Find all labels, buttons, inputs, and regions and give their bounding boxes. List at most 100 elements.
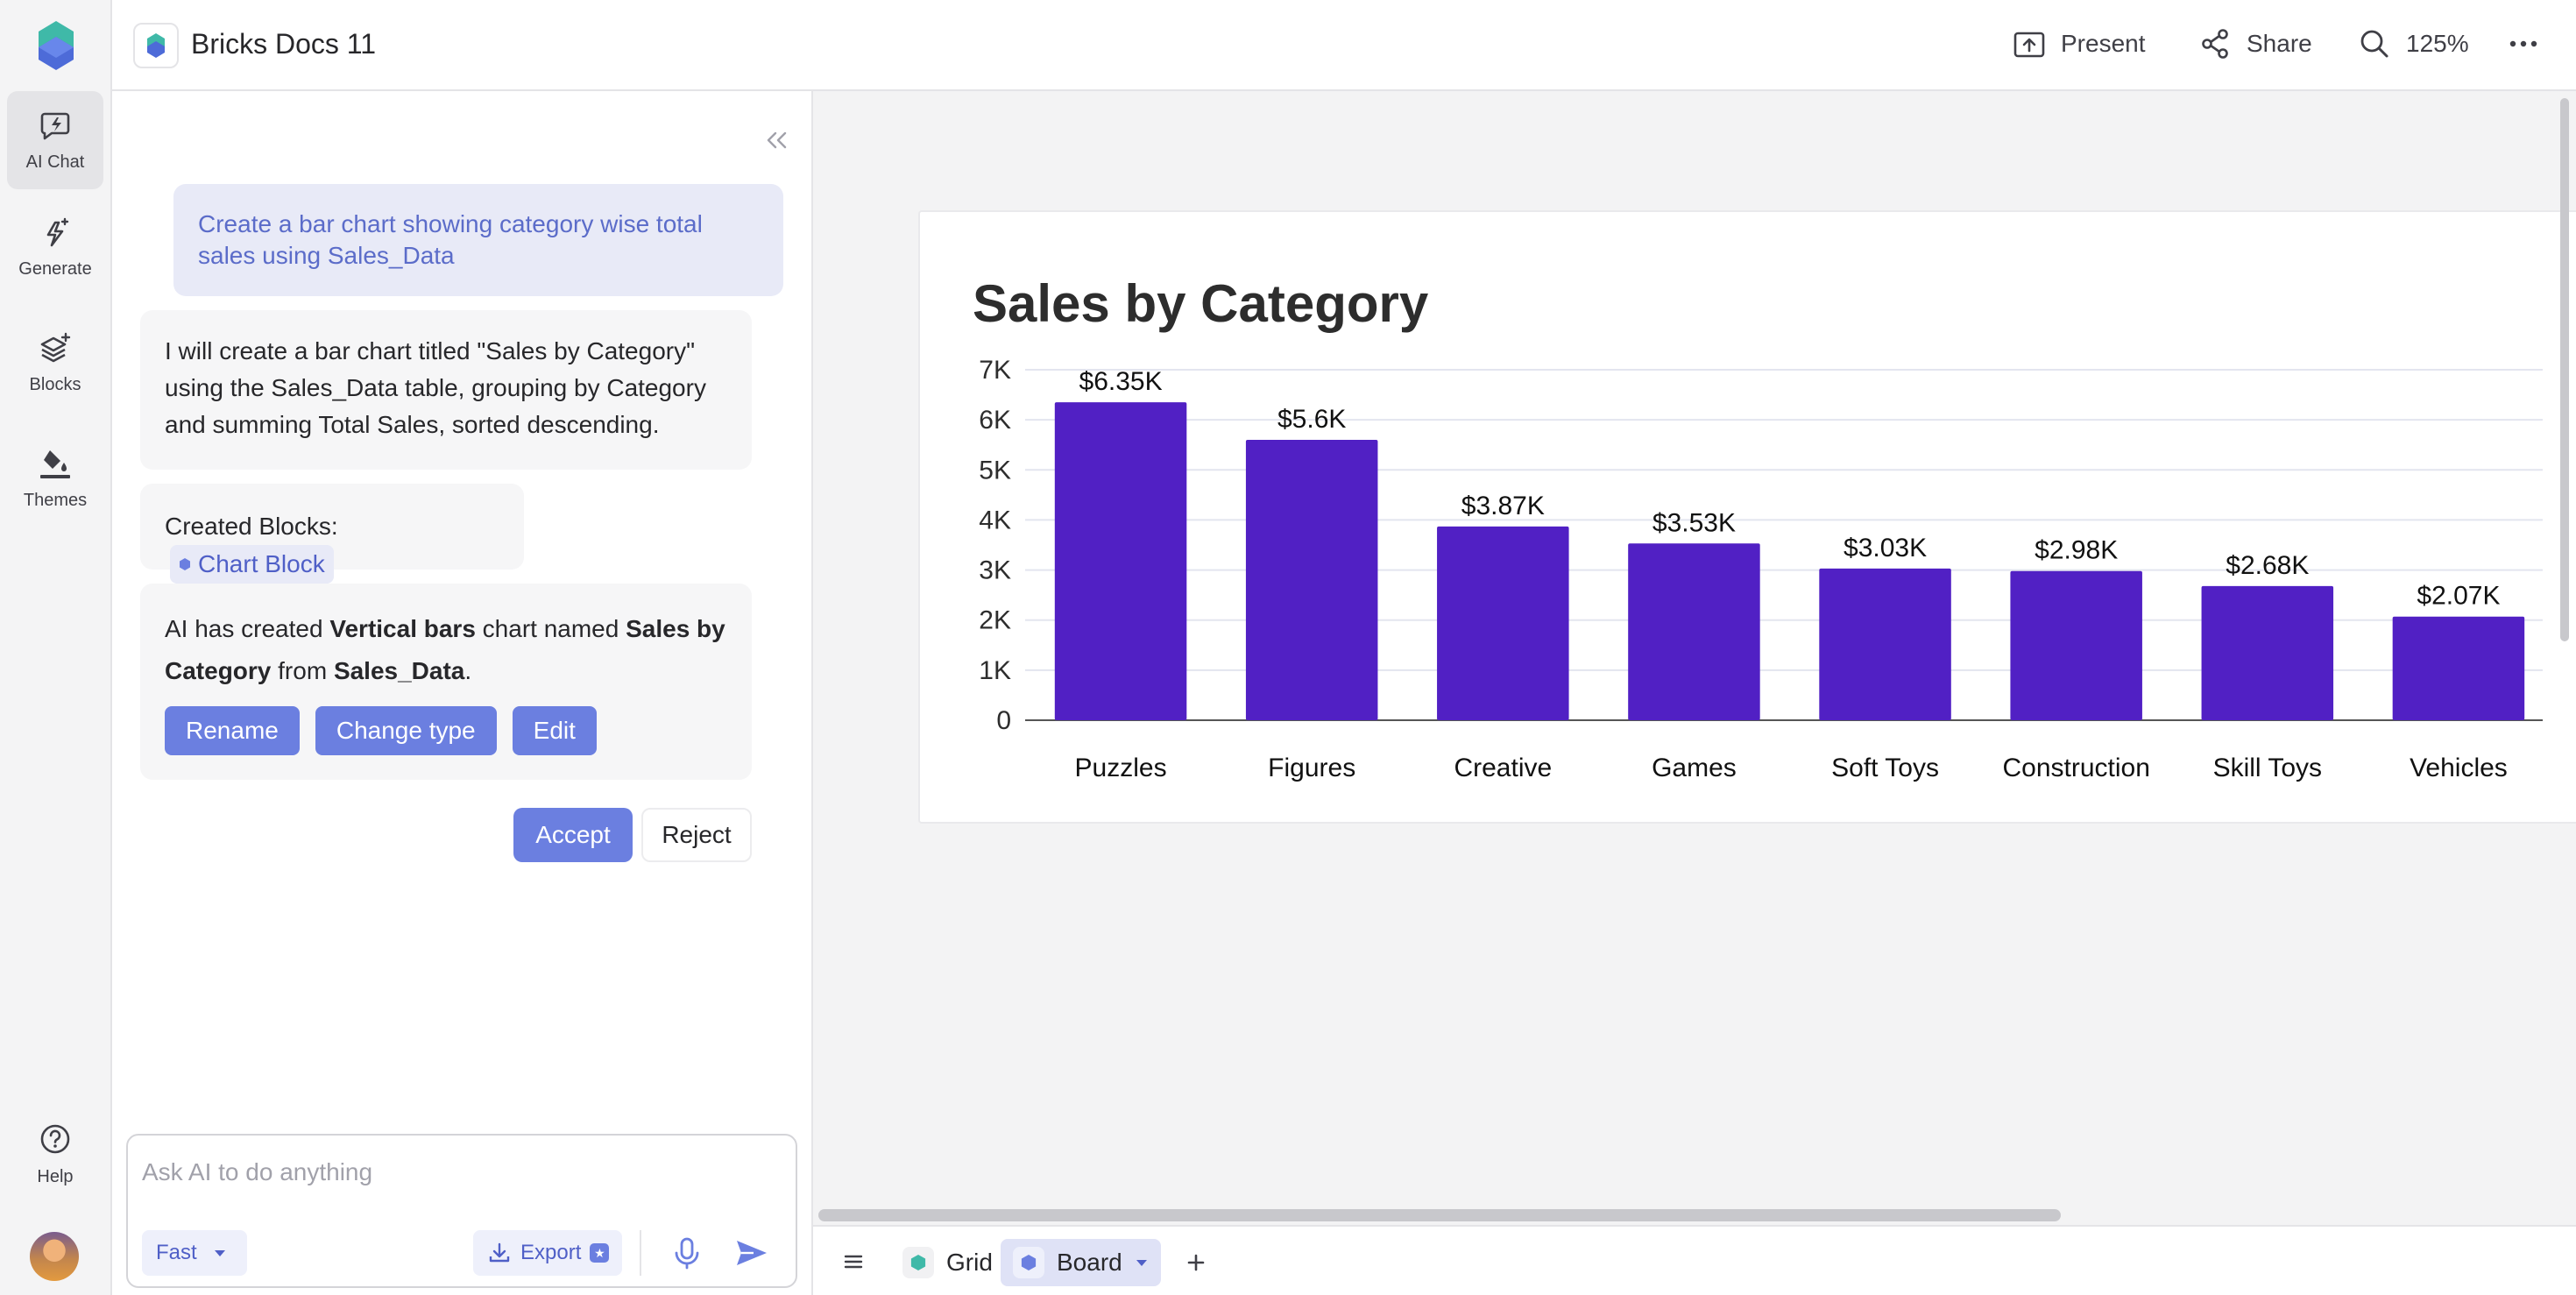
caret-down-icon[interactable] xyxy=(1135,1256,1149,1270)
share-label: Share xyxy=(2247,30,2312,57)
send-button[interactable] xyxy=(732,1234,771,1272)
summary-text: chart named xyxy=(475,615,626,642)
avatar[interactable] xyxy=(30,1232,79,1281)
ask-ai-input[interactable] xyxy=(142,1153,782,1192)
export-button[interactable]: Export ★ xyxy=(473,1230,622,1276)
summary-text: . xyxy=(464,657,472,684)
generate-icon xyxy=(46,217,69,246)
horizontal-scrollbar[interactable] xyxy=(818,1209,2061,1221)
bar xyxy=(1437,526,1569,720)
x-tick-label: Construction xyxy=(2002,754,2149,782)
x-tick-label: Vehicles xyxy=(2410,754,2508,782)
summary-actions: Rename Change type Edit xyxy=(165,706,597,755)
ai-summary-text: AI has created Vertical bars chart named… xyxy=(165,608,727,692)
ai-chat-icon xyxy=(40,112,70,139)
rail-item-themes[interactable]: Themes xyxy=(7,429,103,527)
reject-button[interactable]: Reject xyxy=(641,808,752,862)
summary-chart-type: Vertical bars xyxy=(329,615,476,642)
bar xyxy=(1628,543,1760,720)
rail-item-label: Themes xyxy=(23,490,88,510)
zoom-level: 125% xyxy=(2406,30,2469,57)
hamburger-icon xyxy=(844,1255,863,1269)
rail-item-blocks[interactable]: Blocks xyxy=(7,314,103,412)
bar xyxy=(2201,585,2334,720)
add-page-button[interactable] xyxy=(1179,1246,1213,1279)
data-label: $2.98K xyxy=(2035,536,2118,565)
x-tick-label: Puzzles xyxy=(1075,754,1167,782)
bar xyxy=(1054,402,1187,720)
edit-button[interactable]: Edit xyxy=(512,706,597,755)
caret-down-icon xyxy=(214,1250,225,1256)
zoom-icon xyxy=(2360,30,2388,58)
themes-icon xyxy=(40,449,70,478)
microphone-button[interactable] xyxy=(668,1234,706,1272)
data-label: $6.35K xyxy=(1079,367,1163,396)
page-tab-bar: Grid Board xyxy=(813,1225,2576,1295)
rail-item-label: AI Chat xyxy=(25,152,85,172)
send-icon xyxy=(737,1241,767,1265)
more-options-button[interactable] xyxy=(2506,25,2541,63)
x-tick-label: Creative xyxy=(1454,754,1552,782)
board-tab-icon xyxy=(1013,1247,1044,1278)
x-tick-label: Skill Toys xyxy=(2213,754,2322,782)
pages-menu-button[interactable] xyxy=(839,1248,867,1276)
rail-item-label: Blocks xyxy=(29,374,81,394)
document-icon xyxy=(133,23,179,68)
premium-star-icon: ★ xyxy=(590,1243,610,1263)
double-chevron-left-icon xyxy=(767,131,787,149)
chat-composer: Fast Export ★ xyxy=(126,1134,797,1288)
y-tick-label: 7K xyxy=(979,356,1011,385)
rail-item-label: Help xyxy=(37,1166,74,1186)
mode-dropdown[interactable]: Fast xyxy=(142,1230,247,1276)
x-tick-label: Figures xyxy=(1268,754,1355,782)
data-label: $2.07K xyxy=(2417,582,2500,611)
rename-button[interactable]: Rename xyxy=(165,706,300,755)
plus-icon xyxy=(1187,1254,1205,1271)
x-tick-label: Games xyxy=(1652,754,1737,782)
ai-chat-panel: Create a bar chart showing category wise… xyxy=(112,91,813,1295)
accept-button[interactable]: Accept xyxy=(513,808,633,862)
summary-text: AI has created xyxy=(165,615,330,642)
export-label: Export xyxy=(520,1241,582,1264)
bar-chart: 0 1K 2K 3K 4K 5K 6K 7K $6.35K Puzzles $5.6K Figures… xyxy=(979,356,2543,782)
bar xyxy=(2392,616,2525,720)
data-label: $3.03K xyxy=(1844,534,1927,563)
rail-item-generate[interactable]: Generate xyxy=(7,198,103,296)
summary-source: Sales_Data xyxy=(333,657,465,684)
data-label: $2.68K xyxy=(2226,551,2309,580)
bar xyxy=(1819,568,1951,720)
chart-block[interactable]: Sales by Category 0 1K 2K 3K 4K 5K 6K 7K $6.35K P… xyxy=(918,210,2576,824)
bar xyxy=(2010,570,2142,720)
tab-label: Board xyxy=(1057,1249,1122,1276)
data-label: $3.53K xyxy=(1652,508,1736,537)
tab-grid[interactable]: Grid xyxy=(890,1239,1005,1286)
present-icon xyxy=(2013,32,2045,58)
app-logo-icon[interactable] xyxy=(35,19,77,72)
bar xyxy=(1245,440,1378,720)
data-label: $5.6K xyxy=(1277,405,1346,434)
download-icon xyxy=(489,1242,510,1263)
rail-item-label: Generate xyxy=(18,258,92,279)
user-message: Create a bar chart showing category wise… xyxy=(173,184,783,296)
block-hex-icon xyxy=(180,558,190,570)
chart-block-chip[interactable]: Chart Block xyxy=(170,545,334,584)
y-tick-label: 3K xyxy=(979,556,1011,585)
board-canvas[interactable]: Sales by Category 0 1K 2K 3K 4K 5K 6K 7K $6.35K P… xyxy=(813,91,2576,1225)
zoom-button[interactable]: 125% xyxy=(2357,25,2469,63)
y-tick-label: 6K xyxy=(979,406,1011,435)
share-button[interactable]: Share xyxy=(2197,25,2312,63)
document-title[interactable]: Bricks Docs 11 xyxy=(191,28,377,60)
change-type-button[interactable]: Change type xyxy=(315,706,497,755)
rail-item-ai-chat[interactable]: AI Chat xyxy=(7,91,103,189)
left-rail: AI Chat Generate Blocks Themes Help xyxy=(0,0,112,1295)
microphone-icon xyxy=(675,1237,699,1270)
rail-item-help[interactable]: Help xyxy=(7,1106,103,1204)
top-bar: Bricks Docs 11 Present Share 125% xyxy=(112,0,2576,91)
created-blocks-card: Created Blocks: Chart Block xyxy=(140,484,524,584)
collapse-panel-button[interactable] xyxy=(761,124,792,156)
vertical-scrollbar[interactable] xyxy=(2560,98,2569,641)
y-tick-label: 1K xyxy=(979,656,1011,685)
more-icon xyxy=(2509,40,2537,47)
present-button[interactable]: Present xyxy=(2012,25,2146,63)
tab-board[interactable]: Board xyxy=(1001,1239,1161,1286)
